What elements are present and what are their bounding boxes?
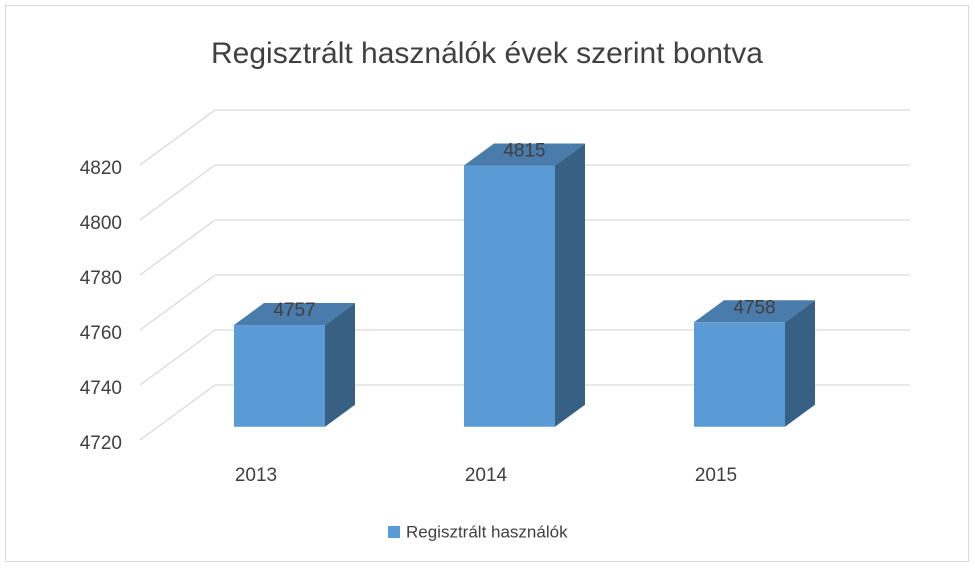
y-tick-label: 4800	[80, 213, 122, 234]
data-label: 4758	[733, 297, 775, 318]
bar	[464, 165, 555, 427]
grid-line	[139, 219, 910, 276]
data-label: 4757	[273, 300, 315, 321]
data-label: 4815	[503, 141, 545, 162]
y-tick-label: 4760	[80, 323, 122, 344]
grid-line	[139, 329, 910, 386]
bar-side	[325, 303, 355, 427]
grid-line	[139, 164, 910, 221]
bar-side	[555, 143, 585, 427]
y-tick-label: 4740	[80, 378, 122, 399]
bar-top	[464, 143, 585, 166]
bar	[694, 322, 785, 427]
y-tick-label: 4720	[80, 433, 122, 454]
bar-side	[785, 300, 815, 427]
bar-top	[694, 300, 815, 323]
bar-top	[234, 303, 355, 326]
grid-line	[139, 109, 910, 166]
chart-title: Regisztrált használók évek szerint bontv…	[211, 37, 763, 70]
y-tick-label: 4780	[80, 268, 122, 289]
x-tick-label: 2013	[235, 465, 277, 486]
bar	[234, 325, 325, 427]
grid-line	[139, 384, 910, 441]
x-tick-label: 2014	[465, 465, 508, 486]
legend-label: Regisztrált használók	[406, 522, 568, 541]
x-tick-label: 2015	[695, 465, 737, 486]
legend-swatch	[388, 526, 400, 538]
grid-line	[139, 274, 910, 331]
y-tick-label: 4820	[80, 158, 122, 179]
